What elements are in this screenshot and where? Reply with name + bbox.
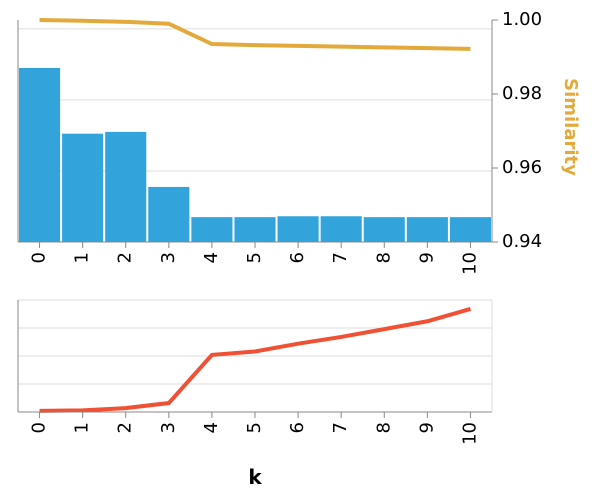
bottom-chart: 0 1 2 3 4 5 6 7 8 9 10 — [17, 299, 493, 445]
x-tick-label: 2 — [115, 422, 136, 433]
y2-tick-label: 1.00 — [502, 9, 542, 30]
x-tick-label: 9 — [416, 252, 437, 263]
similarity-line — [39, 18, 471, 51]
bar-7 — [320, 216, 362, 242]
x-tick-label: 3 — [158, 422, 179, 433]
x-tick-label: 0 — [29, 422, 50, 433]
y2-tick-label: 0.96 — [502, 157, 542, 178]
bar-4 — [191, 217, 233, 242]
x-tick-label: 4 — [201, 252, 222, 263]
bar-0 — [19, 67, 61, 243]
x-tick-label: 1 — [72, 252, 93, 263]
bar-3 — [148, 186, 190, 242]
bar-2 — [105, 131, 147, 242]
top-chart: 0 1 2 3 4 5 6 7 8 9 10 0.94 0.96 0.98 1.00 Similarity — [17, 9, 581, 275]
x-tick-label: 1 — [72, 422, 93, 433]
y2-tick-label: 0.98 — [502, 83, 542, 104]
y2-axis-title: Similarity — [560, 78, 581, 176]
x-tick-label: 3 — [158, 252, 179, 263]
x-tick-label: 9 — [416, 422, 437, 433]
x-tick-label: 7 — [330, 422, 351, 433]
bar-8 — [363, 217, 405, 242]
bottom-series-line — [39, 307, 472, 413]
x-tick-label: 5 — [244, 252, 265, 263]
bar-10 — [449, 217, 491, 242]
bar-1 — [62, 133, 104, 242]
x-tick-label: 2 — [115, 252, 136, 263]
x-tick-label: 0 — [29, 252, 50, 263]
x-axis-title: k — [248, 465, 262, 489]
bar-5 — [234, 217, 276, 242]
x-tick-label: 6 — [287, 252, 308, 263]
x-tick-label: 8 — [373, 252, 394, 263]
x-tick-label: 10 — [459, 422, 480, 445]
x-tick-label: 6 — [287, 422, 308, 433]
bar-9 — [406, 217, 448, 242]
x-tick-label: 5 — [244, 422, 265, 433]
x-tick-label: 7 — [330, 252, 351, 263]
x-tick-label: 8 — [373, 422, 394, 433]
x-tick-label: 4 — [201, 422, 222, 433]
y2-tick-label: 0.94 — [502, 231, 542, 252]
bar-6 — [277, 216, 319, 242]
x-tick-label: 10 — [459, 252, 480, 275]
